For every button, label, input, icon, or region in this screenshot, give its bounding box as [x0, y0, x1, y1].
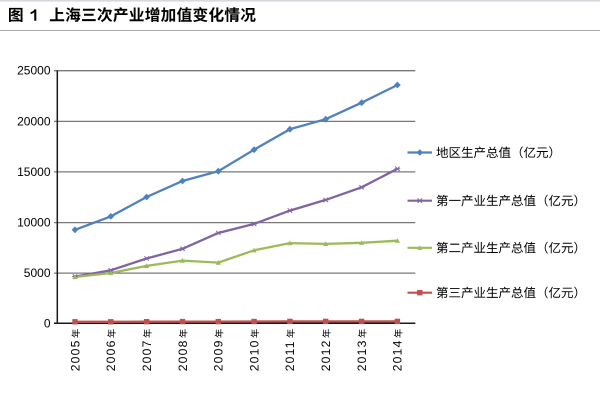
svg-text:0: 0 — [44, 317, 51, 331]
svg-text:2005: 2005 — [68, 339, 82, 371]
svg-text:2013: 2013 — [355, 339, 369, 371]
svg-text:2007: 2007 — [140, 339, 154, 371]
svg-text:2014: 2014 — [391, 339, 405, 371]
svg-text:2006: 2006 — [104, 339, 118, 371]
svg-text:2008: 2008 — [176, 339, 190, 371]
svg-text:2009: 2009 — [212, 339, 226, 371]
svg-text:2011: 2011 — [283, 340, 297, 371]
svg-text:15000: 15000 — [17, 165, 51, 179]
svg-text:25000: 25000 — [17, 64, 51, 78]
svg-text:20000: 20000 — [17, 114, 51, 128]
svg-text:5000: 5000 — [24, 266, 51, 280]
svg-text:10000: 10000 — [17, 215, 51, 229]
svg-text:2010: 2010 — [247, 339, 261, 371]
svg-text:2012: 2012 — [319, 339, 333, 371]
